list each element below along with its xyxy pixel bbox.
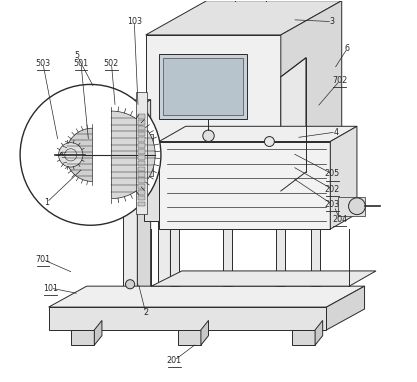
- Polygon shape: [281, 1, 342, 222]
- Text: 502: 502: [104, 59, 119, 68]
- Text: 4: 4: [334, 128, 339, 136]
- Circle shape: [58, 142, 83, 167]
- Polygon shape: [66, 128, 93, 181]
- Polygon shape: [136, 134, 153, 176]
- Text: 202: 202: [324, 185, 340, 194]
- Polygon shape: [159, 141, 330, 229]
- Text: 503: 503: [35, 59, 50, 68]
- Polygon shape: [276, 229, 285, 286]
- Text: A: A: [59, 152, 64, 157]
- Polygon shape: [170, 229, 179, 286]
- Bar: [159, 163, 180, 178]
- Polygon shape: [281, 58, 306, 191]
- Bar: [138, 202, 145, 206]
- Bar: [138, 161, 145, 165]
- Bar: [159, 54, 246, 119]
- Bar: [338, 197, 364, 216]
- Polygon shape: [49, 307, 327, 330]
- Text: 5: 5: [75, 52, 80, 60]
- Polygon shape: [144, 149, 159, 222]
- Text: 103: 103: [127, 17, 142, 26]
- Bar: [138, 143, 145, 148]
- Circle shape: [264, 137, 274, 146]
- Circle shape: [126, 280, 135, 289]
- Text: 201: 201: [167, 356, 182, 365]
- Text: 203: 203: [325, 200, 340, 209]
- Bar: [219, 173, 230, 183]
- Polygon shape: [178, 330, 201, 345]
- Polygon shape: [123, 117, 146, 126]
- Bar: [138, 126, 145, 130]
- Polygon shape: [123, 107, 137, 309]
- Bar: [219, 158, 230, 169]
- Text: 6: 6: [345, 44, 350, 53]
- Bar: [136, 92, 147, 214]
- Polygon shape: [327, 286, 364, 330]
- Text: 1: 1: [44, 198, 49, 207]
- Bar: [205, 173, 215, 183]
- Polygon shape: [171, 179, 178, 309]
- Bar: [138, 114, 145, 119]
- Bar: [234, 173, 244, 183]
- Polygon shape: [123, 100, 151, 107]
- Bar: [138, 155, 145, 160]
- Bar: [234, 158, 244, 169]
- Polygon shape: [111, 111, 155, 199]
- Bar: [138, 138, 145, 142]
- Polygon shape: [315, 320, 323, 345]
- Text: 501: 501: [73, 59, 88, 68]
- Bar: [163, 58, 243, 115]
- Bar: [138, 190, 145, 194]
- Polygon shape: [158, 183, 171, 309]
- Bar: [138, 132, 145, 136]
- Polygon shape: [71, 330, 94, 345]
- Polygon shape: [146, 1, 342, 35]
- Polygon shape: [151, 271, 376, 286]
- Text: 2: 2: [143, 308, 148, 317]
- Text: 701: 701: [35, 255, 50, 264]
- Bar: [138, 184, 145, 189]
- Polygon shape: [94, 320, 102, 345]
- Polygon shape: [311, 229, 320, 286]
- Bar: [138, 178, 145, 183]
- Bar: [138, 149, 145, 154]
- Bar: [138, 167, 145, 171]
- Polygon shape: [146, 35, 281, 222]
- Polygon shape: [330, 126, 357, 229]
- Text: 204: 204: [332, 215, 347, 224]
- Polygon shape: [201, 320, 208, 345]
- Polygon shape: [49, 286, 364, 307]
- Circle shape: [349, 198, 365, 215]
- Polygon shape: [223, 229, 232, 286]
- Polygon shape: [137, 100, 151, 309]
- Bar: [138, 173, 145, 177]
- Bar: [138, 120, 145, 125]
- Text: 3: 3: [330, 17, 335, 26]
- Bar: [205, 158, 215, 169]
- Text: 702: 702: [332, 76, 347, 85]
- Bar: [138, 196, 145, 201]
- Circle shape: [203, 130, 214, 141]
- Text: 205: 205: [324, 169, 340, 178]
- Circle shape: [20, 84, 161, 225]
- Polygon shape: [159, 126, 357, 141]
- Bar: [157, 160, 184, 183]
- Polygon shape: [292, 330, 315, 345]
- Text: 101: 101: [43, 283, 58, 293]
